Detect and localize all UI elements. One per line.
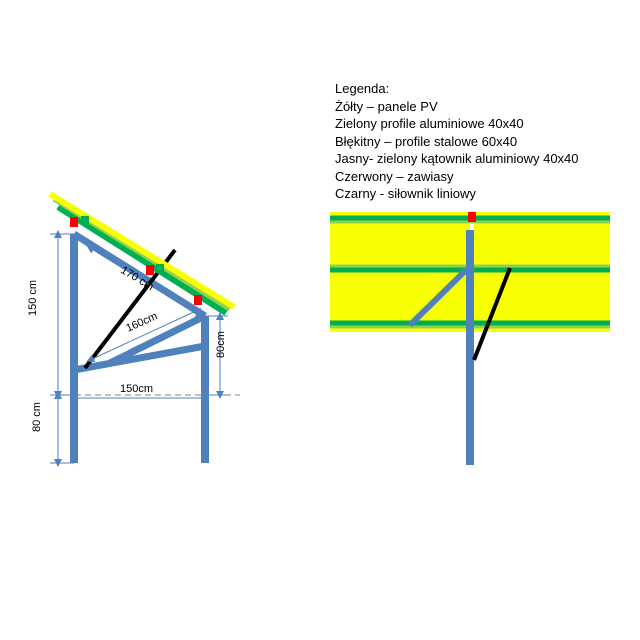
svg-text:150 cm: 150 cm: [27, 280, 39, 316]
legend-item: Zielony profile aluminiowe 40x40: [335, 115, 579, 133]
svg-text:80 cm: 80 cm: [31, 402, 43, 432]
legend-block: Legenda: Żółty – panele PV Zielony profi…: [335, 80, 579, 203]
legend-item: Błękitny – profile stalowe 60x40: [335, 133, 579, 151]
svg-text:150cm: 150cm: [120, 383, 153, 395]
legend-title: Legenda:: [335, 80, 579, 98]
svg-text:160cm: 160cm: [124, 310, 159, 334]
legend-item: Czerwony – zawiasy: [335, 168, 579, 186]
legend-item: Czarny - siłownik liniowy: [335, 185, 579, 203]
legend-item: Żółty – panele PV: [335, 98, 579, 116]
legend-item: Jasny- zielony kątownik aluminiowy 40x40: [335, 150, 579, 168]
svg-text:80cm: 80cm: [215, 331, 227, 358]
